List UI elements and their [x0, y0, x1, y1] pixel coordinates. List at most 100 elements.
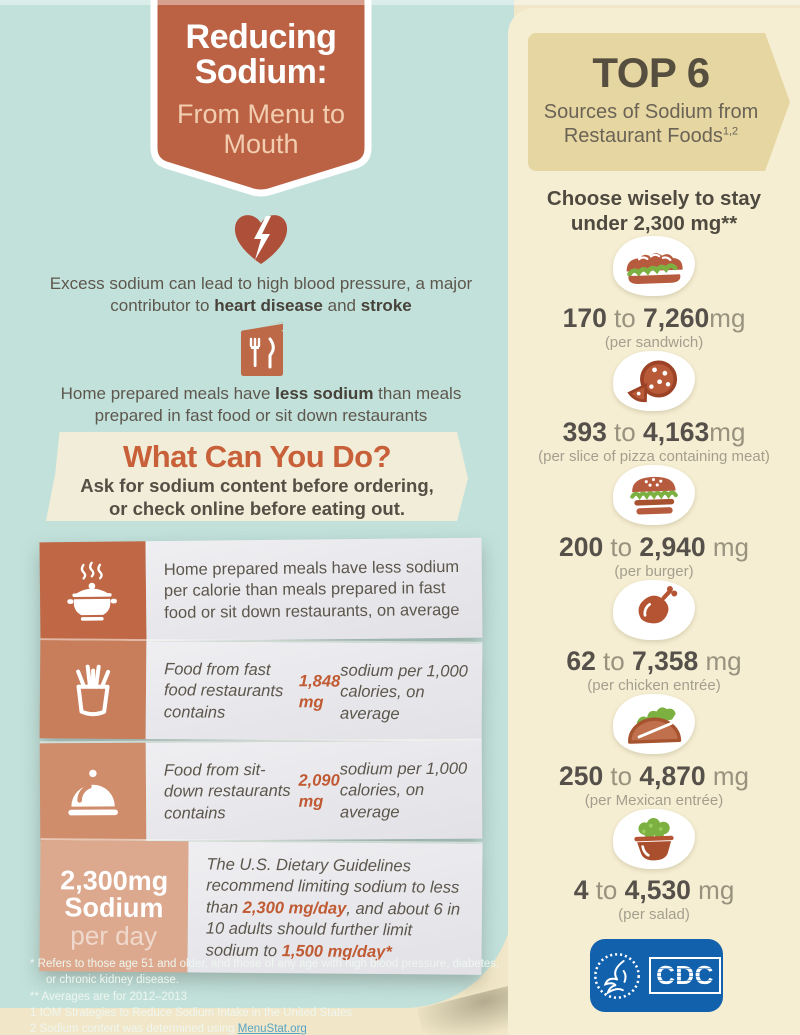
row-fast-food: Food from fast food restaurants contains…	[39, 638, 483, 742]
range-caption: (per salad)	[618, 906, 690, 923]
footnotes: * Refers to those age 51 and older, and …	[30, 956, 504, 1035]
cloche-icon	[68, 769, 118, 816]
range-high: 7,260	[642, 302, 710, 333]
hhs-seal-icon	[594, 952, 640, 999]
row2-icon-cell	[39, 640, 147, 740]
range-caption: (per Mexican entrée)	[584, 791, 724, 809]
fact2-pre: Home prepared meals have	[60, 384, 276, 403]
range-unit: mg	[709, 302, 746, 333]
fact1-bold-stroke: stroke	[360, 296, 412, 316]
list-item-chicken: 62 to 7,358 mg (per chicken entrée)	[508, 578, 800, 694]
range-unit: mg	[705, 531, 750, 562]
range-low: 170	[562, 302, 607, 333]
range-to: to	[606, 302, 643, 333]
range-high: 2,940	[639, 531, 706, 562]
top-edge-highlight	[0, 0, 800, 5]
range-unit: mg	[709, 417, 746, 447]
cdc-wordmark: CDC	[649, 957, 721, 994]
range-high: 4,530	[624, 875, 691, 905]
row3-pre: Food from sit-down restaurants contains	[163, 760, 291, 823]
range-to: to	[588, 875, 625, 905]
footnote-4-text: 2 Sodium content was determined using	[30, 1023, 238, 1035]
sodium-range: 170 to 7,260mg	[563, 303, 746, 334]
sodium-range: 250 to 4,870 mg	[559, 761, 749, 792]
menustat-link[interactable]: MenuStat.org	[237, 1023, 307, 1035]
list-item-salad: 4 to 4,530 mg (per salad)	[508, 807, 800, 923]
fries-icon	[76, 664, 111, 717]
cdc-letters: CDC	[656, 960, 714, 990]
comparison-rows: Home prepared meals have less sodium per…	[39, 537, 483, 976]
row2-post: sodium per 1,000 calories, on average	[339, 661, 468, 723]
sandwich-icon	[611, 234, 697, 297]
choose-line2: under 2,300 mg**	[570, 212, 738, 235]
pizza-icon	[611, 349, 697, 412]
what-can-you-do-banner: What Can You Do? Ask for sodium content …	[46, 432, 468, 521]
footnote-3: 1 IOM Strategies to Reduce Sodium Intake…	[30, 1006, 353, 1019]
sodium-sources-list: 170 to 7,260mg (per sandwich) 393	[508, 234, 800, 923]
row2-sodium-value: 1,848 mg	[298, 671, 341, 712]
page-title: Reducing Sodium:	[185, 18, 337, 92]
sodium-range: 4 to 4,530 mg	[574, 875, 735, 906]
sodium-range: 62 to 7,358 mg	[566, 646, 741, 677]
sodium-range: 200 to 2,940 mg	[559, 532, 749, 563]
chicken-icon	[611, 578, 697, 641]
footnote-2: ** Averages are for 2012–2013	[30, 990, 188, 1003]
row-sit-down: Food from sit-down restaurants contains …	[39, 738, 483, 842]
list-item-sandwich: 170 to 7,260mg (per sandwich)	[508, 234, 800, 351]
banner-title: What Can You Do?	[122, 439, 392, 474]
fact2-post: than meals prepared in fast food or sit …	[94, 384, 462, 426]
left-panel: Reducing Sodium: From Menu to Mouth Exce…	[0, 0, 514, 1035]
list-item-burger: 200 to 2,940 mg (per burger)	[508, 463, 800, 580]
range-high: 7,358	[631, 646, 699, 676]
range-high: 4,163	[642, 417, 710, 447]
fact1-pre: Excess sodium can lead to high blood pre…	[49, 274, 473, 316]
badge-shape	[150, 0, 372, 197]
title-badge: Reducing Sodium: From Menu to Mouth	[148, 0, 374, 202]
row-home-prepared: Home prepared meals have less sodium per…	[39, 537, 483, 643]
footnote-1: * Refers to those age 51 and older, and …	[30, 958, 500, 987]
range-low: 62	[566, 646, 596, 676]
row1-icon-cell	[39, 541, 147, 643]
fact2-bold-less-sodium: less sodium	[275, 384, 374, 403]
top6-sub-line1: Sources of Sodium from	[543, 101, 759, 123]
range-caption: (per burger)	[614, 562, 694, 580]
row2-text: Food from fast food restaurants contains…	[145, 641, 483, 742]
row3-sodium-value: 2,090 mg	[298, 771, 340, 811]
range-caption: (per slice of pizza containing meat)	[538, 448, 770, 465]
range-caption: (per chicken entrée)	[587, 677, 721, 694]
list-item-pizza: 393 to 4,163mg (per slice of pizza conta…	[508, 349, 800, 465]
range-to: to	[595, 646, 632, 676]
row2-pre: Food from fast food restaurants contains	[163, 660, 284, 722]
sodium-range: 393 to 4,163mg	[563, 417, 746, 448]
row3-icon-cell	[39, 742, 147, 842]
range-high: 4,870	[639, 760, 706, 791]
row4-label-cell: 2,300mg Sodium per day	[39, 840, 189, 973]
fact-home-meals: Home prepared meals have less sodium tha…	[36, 383, 486, 428]
range-low: 200	[558, 531, 604, 562]
sodium-limit-value: 2,300mg	[60, 865, 169, 896]
burger-icon	[611, 463, 697, 526]
cdc-logo: CDC	[590, 939, 723, 1012]
range-unit: mg	[698, 646, 742, 676]
range-to: to	[603, 531, 640, 562]
top6-sub-line2: Restaurant Foods	[563, 125, 723, 148]
page-subtitle: From Menu to Mouth	[176, 98, 346, 159]
row4-limit-2300: 2,300 mg/day	[242, 898, 347, 918]
range-unit: mg	[690, 875, 735, 905]
heart-bolt-icon	[234, 215, 288, 264]
sodium-limit-word: Sodium	[64, 892, 164, 924]
salad-icon	[611, 807, 697, 870]
choose-wisely-text: Choose wisely to stay under 2,300 mg**	[508, 186, 800, 236]
range-to: to	[603, 760, 640, 791]
list-item-taco: 250 to 4,870 mg (per Mexican entrée)	[508, 692, 800, 809]
fact1-bold-heart-disease: heart disease	[214, 296, 323, 316]
top6-subtitle: Sources of Sodium from Restaurant Foods1…	[538, 100, 764, 149]
top6-footnote-refs: 1,2	[722, 125, 739, 138]
fact-blood-pressure: Excess sodium can lead to high blood pre…	[36, 273, 486, 318]
range-unit: mg	[705, 760, 750, 791]
top6-banner: TOP 6 Sources of Sodium from Restaurant …	[528, 33, 790, 171]
menu-icon	[240, 322, 284, 376]
row1-body: Home prepared meals have less sodium per…	[163, 557, 460, 622]
banner-line1: Ask for sodium content before ordering,	[80, 475, 434, 496]
